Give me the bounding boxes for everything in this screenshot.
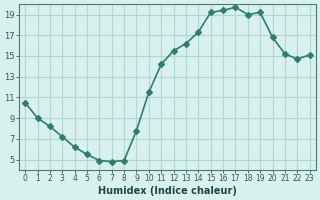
X-axis label: Humidex (Indice chaleur): Humidex (Indice chaleur) (98, 186, 237, 196)
